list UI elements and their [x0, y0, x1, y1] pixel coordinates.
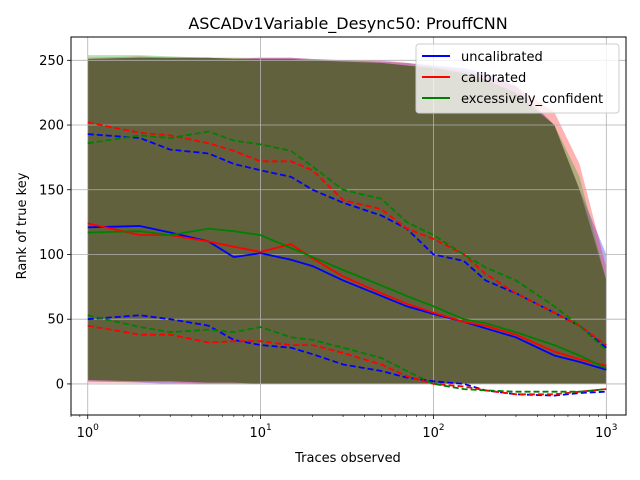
- y-tick-label: 50: [47, 313, 64, 328]
- chart-title: ASCADv1Variable_Desync50: ProuffCNN: [188, 14, 507, 34]
- plot-frame: [70, 36, 627, 416]
- legend-label-excessively-confident: excessively_confident: [461, 92, 603, 107]
- y-tick-label: 200: [39, 119, 64, 134]
- x-tick-label: 103: [595, 423, 617, 441]
- confidence-bands: [87, 55, 607, 384]
- series-lines: [87, 121, 607, 397]
- band-overlap: [87, 57, 607, 384]
- y-tick-label: 0: [56, 377, 64, 392]
- x-tick-label: 100: [77, 423, 100, 441]
- line-upper-calibrated: [87, 121, 607, 346]
- x-tick-label: 101: [249, 423, 271, 441]
- y-tick-label: 250: [39, 54, 64, 69]
- line-lower-calibrated: [87, 324, 607, 396]
- y-axis-title: Rank of true key: [15, 172, 30, 279]
- x-axis-title: Traces observed: [294, 451, 401, 466]
- legend-label-calibrated: calibrated: [461, 71, 526, 86]
- x-tick-label: 102: [422, 423, 444, 441]
- y-axis-ticks: 0 50 100 150 200 250: [39, 54, 71, 392]
- line-mean-calibrated: [87, 222, 607, 367]
- x-axis-ticks: 100 101 102 103: [70, 415, 617, 441]
- y-tick-label: 150: [39, 183, 64, 198]
- line-mean-excessively-confident: [87, 227, 607, 370]
- line-lower-excessively-confident: [87, 314, 607, 393]
- y-tick-label: 100: [39, 248, 64, 263]
- line-upper-excessively-confident: [87, 130, 607, 351]
- legend: uncalibrated calibrated excessively_conf…: [415, 43, 620, 114]
- legend-box: [415, 43, 620, 114]
- legend-label-uncalibrated: uncalibrated: [461, 50, 543, 65]
